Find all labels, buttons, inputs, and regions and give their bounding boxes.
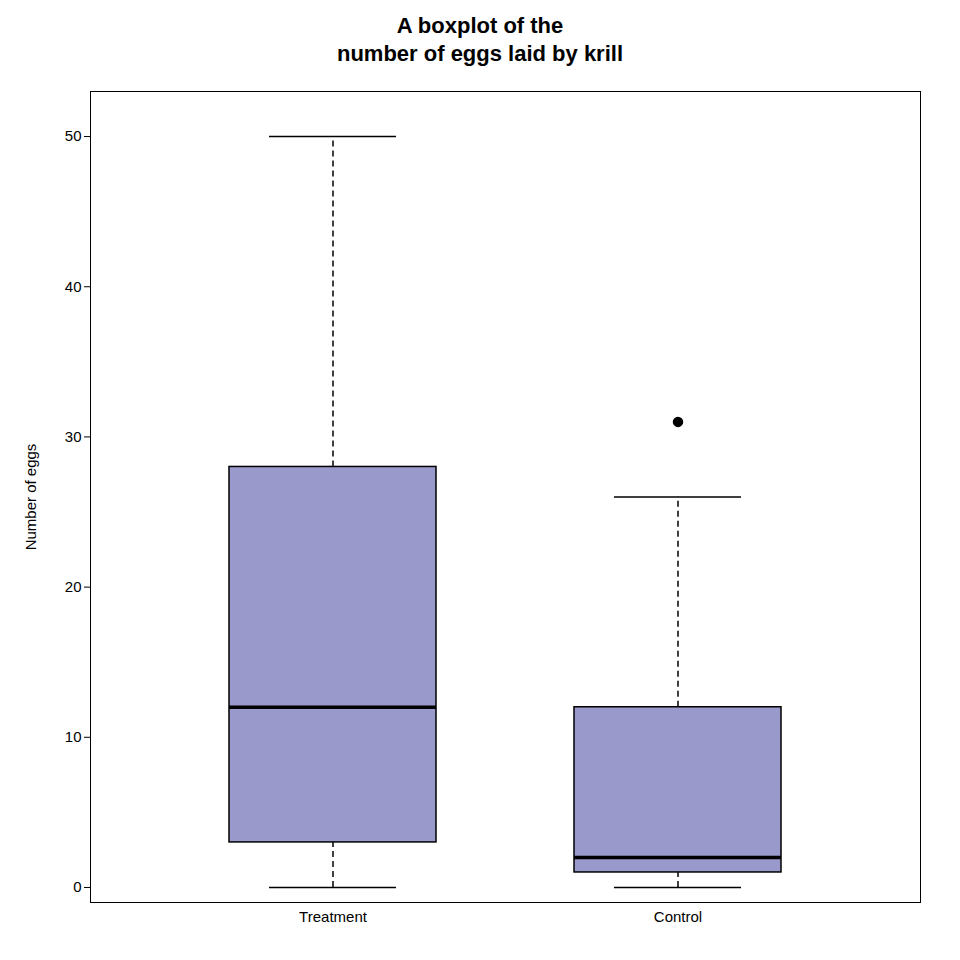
svg-text:30: 30	[65, 428, 82, 445]
html-text:A boxplot of the number of egg: A boxplot of the number of eggs laid by …	[337, 13, 623, 66]
svg-text:40: 40	[65, 278, 82, 295]
svg-text:20: 20	[65, 578, 82, 595]
svg-text:Control: Control	[654, 908, 702, 925]
svg-text:50: 50	[65, 127, 82, 144]
svg-text:Treatment: Treatment	[299, 908, 368, 925]
svg-text:10: 10	[65, 728, 82, 745]
svg-text:Number of eggs: Number of eggs	[22, 444, 39, 551]
svg-text:0: 0	[73, 878, 81, 895]
